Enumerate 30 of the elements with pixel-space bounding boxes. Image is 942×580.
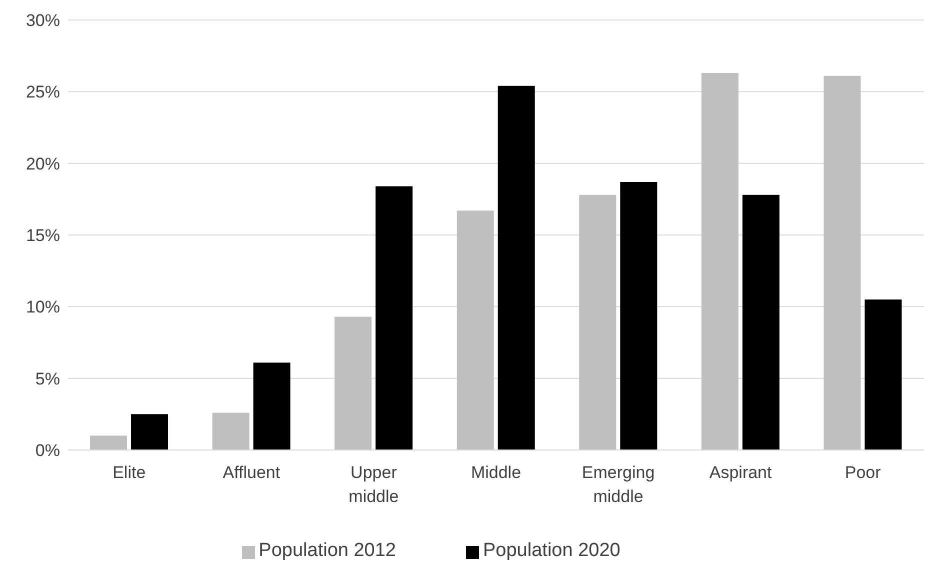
x-tick-label: Poor xyxy=(844,463,882,482)
bar xyxy=(376,186,413,450)
x-tick-label: Emerging middle xyxy=(582,463,655,506)
legend-label: Population 2012 xyxy=(258,540,396,561)
x-tick-label: Aspirant xyxy=(709,463,772,482)
y-tick-label: 0% xyxy=(35,441,60,460)
x-tick-label: Elite xyxy=(112,463,146,482)
bar xyxy=(131,414,168,450)
bar xyxy=(824,76,861,450)
bar xyxy=(334,316,372,450)
bar xyxy=(90,436,128,450)
x-tick-label: Upper middle xyxy=(348,463,399,506)
bar xyxy=(701,73,738,450)
x-tick-label: Middle xyxy=(470,463,522,482)
y-tick-label: 25% xyxy=(26,82,60,102)
legend-label: Population 2020 xyxy=(483,540,620,561)
y-tick-label: 15% xyxy=(26,226,60,246)
y-tick-label: 5% xyxy=(35,369,60,388)
bar xyxy=(579,194,616,450)
y-tick-label: 10% xyxy=(26,298,60,317)
x-tick-label: Affluent xyxy=(222,463,280,482)
bar xyxy=(864,300,902,450)
bar xyxy=(620,182,658,450)
bar xyxy=(212,412,250,450)
bar xyxy=(742,194,780,450)
y-tick-label: 30% xyxy=(26,11,60,30)
bar xyxy=(253,362,290,450)
bar xyxy=(498,86,535,450)
y-tick-label: 20% xyxy=(26,154,60,174)
bar xyxy=(456,210,494,450)
